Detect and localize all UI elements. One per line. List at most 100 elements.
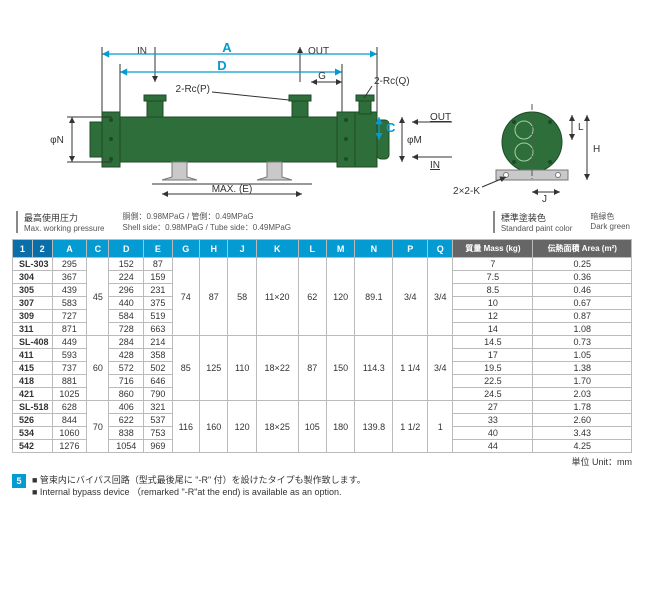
th-N: N [355, 240, 393, 258]
dimension-table: 1 2 A C D E G H J K L M N P Q 質量 Mass (k… [12, 239, 632, 453]
cell-G: 85 [172, 336, 200, 401]
cell-D: 572 [109, 362, 144, 375]
paint-jp: 標準塗装色 [501, 211, 573, 224]
cell-mass: 12 [453, 310, 533, 323]
info-pressure-value: 胴側：0.98MPaG / 管側：0.49MPaG Shell side：0.9… [122, 211, 291, 233]
cell-E: 231 [144, 284, 172, 297]
cell-D: 716 [109, 375, 144, 388]
dim-C: C [386, 120, 396, 135]
cell-A: 1276 [52, 440, 87, 453]
cell-E: 159 [144, 271, 172, 284]
cell-E: 375 [144, 297, 172, 310]
th-H: H [200, 240, 228, 258]
cell-Q: 3/4 [428, 258, 453, 336]
cell-D: 440 [109, 297, 144, 310]
th-P: P [393, 240, 428, 258]
table-row: SL-303295451528774875811×206212089.13/43… [13, 258, 632, 271]
pressure-jp: 最高使用圧力 [24, 211, 104, 224]
cell-M: 120 [326, 258, 354, 336]
cell-E: 214 [144, 336, 172, 349]
paint-en: Standard paint color [501, 224, 573, 233]
info-paint-value: 暗緑色 Dark green [590, 211, 630, 233]
dim-2RcQ: 2-Rc(Q) [374, 76, 410, 87]
cell-model: 418 [13, 375, 53, 388]
cell-K: 18×22 [256, 336, 298, 401]
cell-model: SL-518 [13, 401, 53, 414]
cell-N: 139.8 [355, 401, 393, 453]
side-view [90, 95, 389, 184]
in-side-label: IN [430, 160, 440, 171]
cell-area: 0.73 [533, 336, 632, 349]
cell-K: 11×20 [256, 258, 298, 336]
cell-A: 881 [52, 375, 87, 388]
cell-mass: 33 [453, 414, 533, 427]
cell-A: 593 [52, 349, 87, 362]
cell-D: 622 [109, 414, 144, 427]
th-A: A [52, 240, 87, 258]
in-top-label: IN [137, 46, 147, 57]
cell-D: 406 [109, 401, 144, 414]
cell-D: 1054 [109, 440, 144, 453]
cell-D: 728 [109, 323, 144, 336]
cell-E: 358 [144, 349, 172, 362]
dim-2x2K: 2×2-K [453, 186, 480, 197]
cell-mass: 24.5 [453, 388, 533, 401]
cell-mass: 7 [453, 258, 533, 271]
th-n2: 2 [32, 240, 52, 258]
cell-A: 844 [52, 414, 87, 427]
cell-area: 0.25 [533, 258, 632, 271]
cell-E: 321 [144, 401, 172, 414]
dim-A: A [222, 40, 232, 55]
dim-J: J [542, 194, 547, 205]
cell-D: 296 [109, 284, 144, 297]
cell-H: 87 [200, 258, 228, 336]
cell-mass: 10 [453, 297, 533, 310]
cell-mass: 44 [453, 440, 533, 453]
cell-area: 1.38 [533, 362, 632, 375]
cell-N: 114.3 [355, 336, 393, 401]
cell-H: 160 [200, 401, 228, 453]
paint-val-en: Dark green [590, 222, 630, 231]
cell-A: 628 [52, 401, 87, 414]
cell-P: 3/4 [393, 258, 428, 336]
cell-P: 1 1/2 [393, 401, 428, 453]
cell-E: 646 [144, 375, 172, 388]
cell-C: 45 [87, 258, 109, 336]
technical-diagram: IN OUT A D G 2-Rc(P) 2-Rc(Q) φN φM C [12, 12, 632, 207]
cell-mass: 14.5 [453, 336, 533, 349]
cell-area: 1.70 [533, 375, 632, 388]
cell-E: 537 [144, 414, 172, 427]
cell-D: 284 [109, 336, 144, 349]
cell-G: 116 [172, 401, 200, 453]
cell-D: 152 [109, 258, 144, 271]
pressure-val-jp: 胴側：0.98MPaG / 管側：0.49MPaG [122, 211, 291, 222]
cell-D: 838 [109, 427, 144, 440]
cell-P: 1 1/4 [393, 336, 428, 401]
th-M: M [326, 240, 354, 258]
cell-model: 526 [13, 414, 53, 427]
th-n1: 1 [13, 240, 33, 258]
cell-L: 62 [298, 258, 326, 336]
cell-A: 737 [52, 362, 87, 375]
footer-lines: ■ 管束内にバイパス回路（型式最後尾に "-R" 付）を設けたタイプも製作致しま… [32, 474, 366, 498]
dim-maxE: MAX. (E) [212, 184, 253, 195]
cell-model: SL-303 [13, 258, 53, 271]
th-E: E [144, 240, 172, 258]
cell-G: 74 [172, 258, 200, 336]
cell-J: 110 [228, 336, 256, 401]
table-row: SL-408449602842148512511018×2287150114.3… [13, 336, 632, 349]
cell-mass: 8.5 [453, 284, 533, 297]
footer-note: 5 ■ 管束内にバイパス回路（型式最後尾に "-R" 付）を設けたタイプも製作致… [12, 474, 634, 498]
cell-model: 304 [13, 271, 53, 284]
cell-mass: 19.5 [453, 362, 533, 375]
cell-model: 534 [13, 427, 53, 440]
dim-phiM: φM [407, 135, 422, 146]
cell-N: 89.1 [355, 258, 393, 336]
paint-val-jp: 暗緑色 [590, 211, 630, 222]
th-L: L [298, 240, 326, 258]
cell-C: 70 [87, 401, 109, 453]
th-G: G [172, 240, 200, 258]
cell-D: 860 [109, 388, 144, 401]
cell-A: 367 [52, 271, 87, 284]
cell-mass: 14 [453, 323, 533, 336]
